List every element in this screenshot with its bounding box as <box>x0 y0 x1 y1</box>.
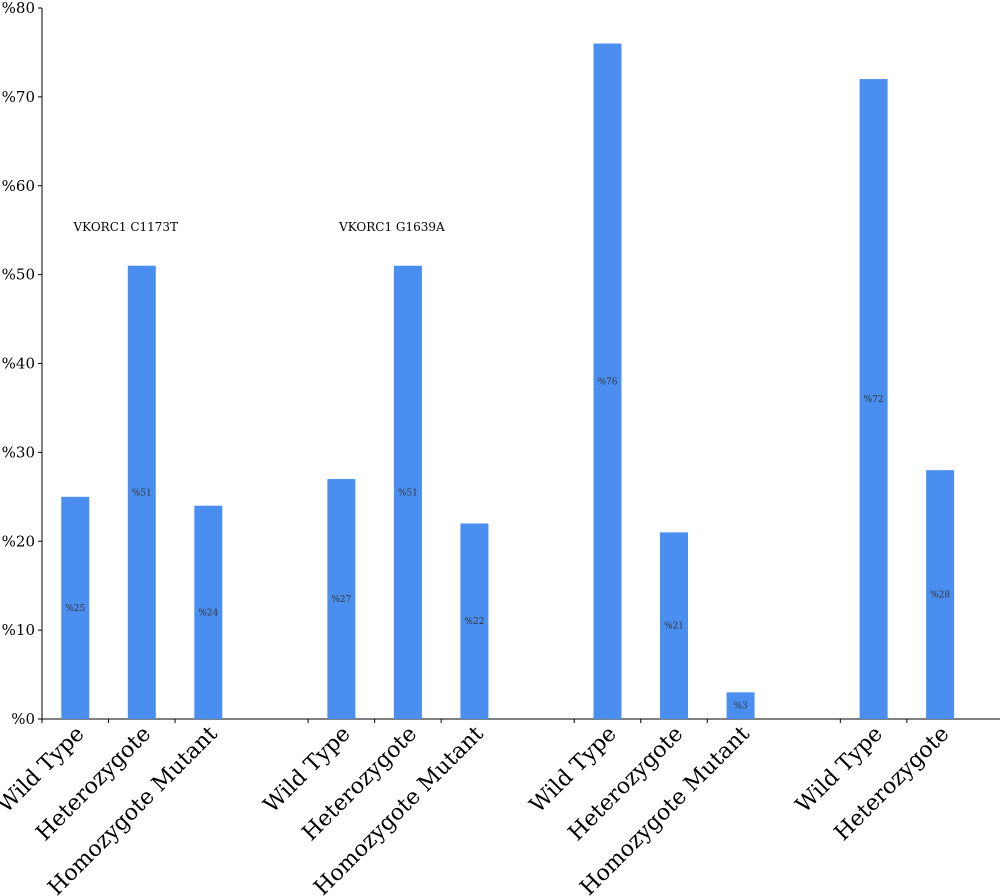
y-tick-label: %30 <box>2 443 35 461</box>
data-label: %28 <box>930 591 950 601</box>
data-label: %3 <box>733 702 748 712</box>
group-annotation: VKORC1 C1173T <box>73 220 179 234</box>
data-label: %24 <box>198 608 218 618</box>
category-label: Heterozygote <box>564 722 688 846</box>
category-label: Heterozygote <box>830 722 954 846</box>
data-label: %22 <box>464 617 484 627</box>
bar <box>61 496 90 719</box>
bar <box>460 523 489 719</box>
y-tick-label: %0 <box>11 710 35 728</box>
bar <box>660 532 689 719</box>
data-label: %25 <box>65 604 85 614</box>
category-label: Heterozygote <box>298 722 422 846</box>
bar <box>127 265 156 719</box>
y-tick-label: %10 <box>2 621 35 639</box>
category-label: Heterozygote <box>32 722 156 846</box>
y-tick-label: %70 <box>2 88 35 106</box>
bar <box>327 479 356 719</box>
data-label: %51 <box>398 488 418 498</box>
data-label: %72 <box>864 395 884 405</box>
bar <box>593 43 622 720</box>
y-tick-label: %60 <box>2 177 35 195</box>
y-tick-label: %20 <box>2 532 35 550</box>
bar <box>194 505 223 719</box>
data-label: %76 <box>597 377 617 387</box>
data-label: %21 <box>664 622 684 632</box>
bar <box>726 692 755 719</box>
data-label: %27 <box>331 595 351 605</box>
group-annotation: VKORC1 G1639A <box>338 220 445 234</box>
bar <box>859 79 888 720</box>
bar <box>393 265 422 719</box>
bars <box>61 43 955 720</box>
y-tick-label: %40 <box>2 355 35 373</box>
y-tick-label: %50 <box>2 266 35 284</box>
bar <box>926 470 955 719</box>
data-label: %51 <box>132 488 152 498</box>
y-tick-label: %80 <box>2 0 35 17</box>
